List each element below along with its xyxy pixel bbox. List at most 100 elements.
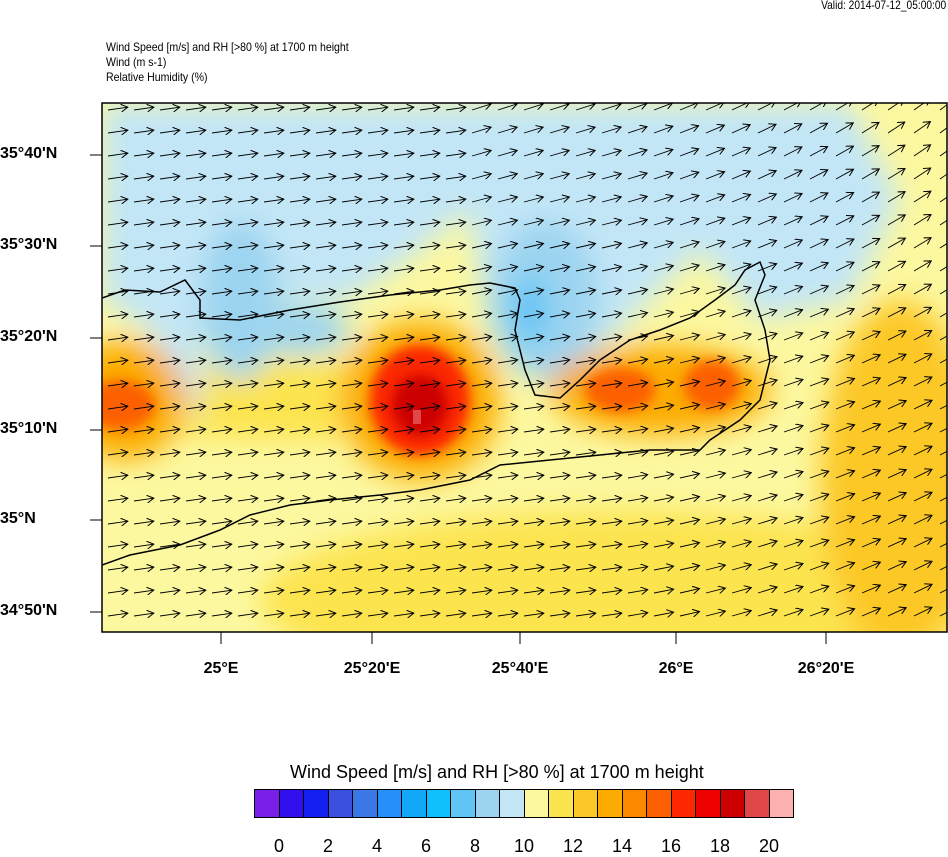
wind-arrow [679, 382, 700, 387]
wind-arrow [939, 473, 947, 479]
wind-arrow [939, 243, 947, 249]
wind-arrow [809, 333, 829, 341]
wind-arrow [341, 613, 362, 616]
wind-arrow [653, 312, 673, 317]
colorbar-swatch [255, 790, 280, 817]
wind-arrow [315, 498, 336, 501]
colorbar-swatch [500, 790, 525, 817]
wind-arrow [861, 516, 880, 525]
wind-arrow [783, 380, 803, 387]
wind-arrow [861, 122, 879, 134]
wind-arrow [861, 146, 879, 157]
y-tick-label: 35°30'N [0, 236, 58, 253]
wind-arrow [575, 127, 595, 134]
y-tick-label: 35°10'N [0, 420, 58, 437]
wind-arrow [653, 451, 674, 455]
wind-arrow [367, 544, 388, 547]
wind-arrow [497, 267, 518, 271]
colorbar-label: 10 [513, 836, 535, 856]
wind-arrow [861, 355, 880, 364]
wind-arrow [523, 475, 544, 478]
wind-arrow [705, 496, 725, 501]
wind-arrow [679, 126, 699, 134]
wind-arrow [653, 103, 673, 111]
wind-arrow [341, 360, 362, 363]
wind-arrow [263, 291, 284, 294]
wind-arrow [315, 406, 336, 409]
wind-arrow [549, 406, 570, 409]
x-tick-label: 25°20'E [343, 660, 401, 677]
wind-arrow [471, 104, 491, 111]
wind-arrow [679, 428, 700, 432]
wind-arrow [185, 291, 206, 294]
wind-arrow [731, 496, 751, 502]
wind-arrow [861, 308, 880, 318]
wind-arrow [809, 609, 829, 617]
wind-arrow [783, 124, 802, 134]
plot-title: Wind Speed [m/s] and RH [>80 %] at 1700 … [106, 40, 349, 54]
wind-arrow [497, 452, 518, 455]
wind-arrow [133, 567, 154, 570]
wind-arrow [237, 130, 258, 133]
wind-arrow [445, 130, 466, 133]
wind-arrow [471, 220, 491, 225]
wind-arrow [341, 268, 362, 271]
wind-arrow [757, 564, 777, 571]
wind-arrow [133, 383, 154, 386]
wind-arrow [341, 176, 362, 179]
wind-arrow [809, 240, 828, 249]
wind-arrow [575, 104, 595, 111]
wind-arrow [263, 222, 284, 225]
wind-arrow [549, 104, 569, 111]
wind-arrow [237, 268, 258, 271]
wind-arrow [133, 406, 154, 409]
colorbar-swatch [598, 790, 623, 817]
wind-arrow [627, 475, 648, 478]
wind-arrow [913, 561, 932, 571]
wind-arrow [133, 521, 154, 524]
wind-arrow [783, 217, 802, 226]
wind-arrow [549, 337, 570, 341]
wind-arrow [575, 267, 596, 271]
wind-arrow [393, 107, 414, 110]
wind-arrow [133, 199, 154, 202]
wind-arrow [601, 197, 621, 202]
wind-arrow [471, 475, 492, 478]
wind-arrow [705, 335, 725, 341]
colorbar-swatch [524, 790, 549, 817]
wind-arrow [835, 103, 853, 111]
wind-arrow [471, 150, 491, 157]
wind-arrow [913, 307, 932, 318]
wind-arrow [315, 360, 336, 363]
colorbar-label: 2 [322, 836, 334, 856]
wind-arrow [393, 222, 414, 225]
wind-arrow [471, 290, 492, 294]
wind-arrow [835, 216, 854, 226]
wind-arrow [445, 245, 466, 248]
wind-arrow [367, 498, 388, 501]
wind-arrow [887, 516, 906, 525]
wind-arrow [445, 176, 466, 179]
wind-arrow [913, 215, 931, 226]
wind-arrow [185, 567, 206, 570]
wind-arrow [107, 153, 128, 156]
wind-arrow [835, 379, 855, 387]
wind-arrow [731, 381, 751, 387]
wind-arrow [159, 429, 180, 432]
wind-arrow [783, 564, 803, 571]
wind-arrow [523, 313, 544, 317]
wind-arrow [237, 199, 258, 202]
wind-arrow [627, 336, 648, 340]
wind-arrow [887, 145, 905, 157]
wind-arrow [497, 544, 518, 547]
wind-arrow [341, 452, 362, 455]
wind-arrow [211, 176, 232, 179]
wind-arrow [107, 314, 128, 317]
wind-arrow [393, 153, 414, 156]
wind-arrow [263, 452, 284, 455]
colorbar-swatch [451, 790, 476, 817]
wind-arrow [679, 265, 699, 272]
wind-arrow [185, 360, 206, 363]
wind-arrow [523, 127, 543, 134]
wind-arrow [887, 308, 906, 318]
